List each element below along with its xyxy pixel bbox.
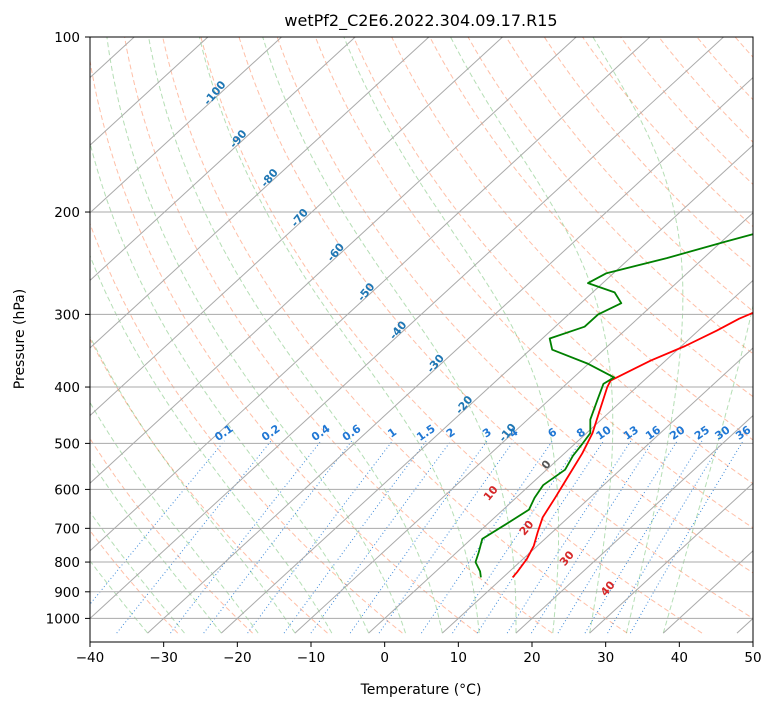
dry-adiabat (238, 37, 753, 619)
dewpoint-profile-line (474, 233, 753, 578)
dry-adiabat (391, 37, 753, 441)
y-tick-label: 1000 (46, 611, 80, 627)
sounding-series (474, 233, 753, 578)
mixing-ratio-line (530, 440, 654, 634)
plot-area (90, 37, 753, 642)
isotherm-line (90, 37, 356, 282)
mixing-ratio-line (629, 440, 744, 634)
isotherm-line (90, 37, 577, 484)
isobar-gridlines (90, 37, 753, 619)
isotherm-line (90, 37, 430, 349)
x-tick-label: 50 (744, 650, 761, 666)
mixing-ratio-line (203, 440, 353, 634)
y-tick-label: 200 (54, 205, 80, 221)
mixing-ratio-line (310, 440, 452, 634)
x-tick-label: 20 (523, 650, 540, 666)
dry-adiabat (276, 37, 753, 574)
plot-frame (89, 36, 754, 643)
mixing-ratio-line (557, 440, 678, 634)
dry-adiabat (352, 37, 753, 485)
mixing-ratio-line (420, 440, 553, 634)
temperature-profile-line (511, 311, 753, 578)
isotherm-line (589, 482, 753, 634)
y-tick-label: 400 (54, 380, 80, 396)
x-axis-label: Temperature (°C) (360, 682, 482, 698)
isotherm-line (294, 212, 753, 634)
mixing-ratio-line (349, 440, 488, 634)
isotherm-line (441, 347, 753, 634)
chart-title: wetPf2_C2E6.2022.304.09.17.R15 (284, 11, 557, 31)
y-tick-label: 500 (54, 436, 80, 452)
isotherm-line (90, 37, 725, 620)
isotherm-line (147, 76, 753, 634)
x-tick-label: −30 (149, 650, 178, 666)
isotherm-line (90, 37, 209, 146)
dry-adiabat (90, 337, 328, 634)
isotherm-line (515, 414, 753, 634)
mixing-ratio-line (607, 440, 723, 634)
x-tick-label: 10 (450, 650, 467, 666)
y-tick-label: 600 (54, 482, 80, 498)
x-tick-label: −20 (223, 650, 252, 666)
y-tick-label: 800 (54, 555, 80, 571)
isotherm-gridlines (90, 37, 753, 634)
isotherm-line (368, 279, 753, 634)
y-tick-label: 100 (54, 30, 80, 46)
mixing-ratio-line (584, 440, 703, 634)
isotherm-line (90, 37, 283, 214)
isotherm-line (220, 144, 753, 634)
x-axis-ticks: −40 −30 −20 −10 0 10 20 30 40 50 (76, 642, 762, 666)
x-tick-label: 40 (671, 650, 688, 666)
y-tick-label: 700 (54, 521, 80, 537)
y-tick-label: 300 (54, 307, 80, 323)
y-axis-ticks: 100 200 300 400 500 600 700 800 900 1000 (46, 30, 90, 627)
y-axis-label: Pressure (hPa) (12, 289, 28, 389)
x-tick-label: 0 (380, 650, 389, 666)
dry-adiabat (124, 37, 553, 634)
x-tick-label: −10 (297, 650, 326, 666)
isotherm-line (90, 37, 651, 552)
mixing-ratio-line (378, 440, 515, 634)
y-tick-label: 900 (54, 585, 80, 601)
x-tick-label: −40 (76, 650, 105, 666)
dry-adiabat (429, 37, 753, 398)
isotherm-line (90, 37, 504, 417)
x-tick-label: 30 (597, 650, 614, 666)
dry-adiabat (467, 37, 753, 355)
